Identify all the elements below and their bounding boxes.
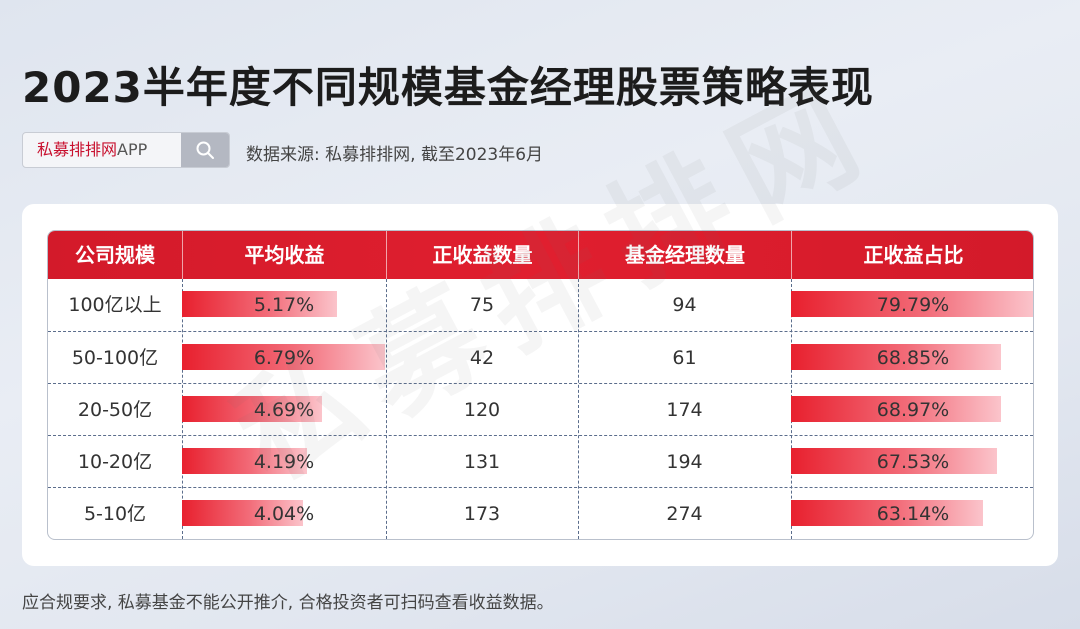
bar-label: 68.85% bbox=[876, 347, 950, 369]
cell-col-positive-ratio: 68.97% bbox=[791, 384, 1033, 436]
bar-col-avg-return bbox=[182, 344, 385, 370]
bar-col-avg-return bbox=[182, 448, 307, 474]
header-col-scale: 公司规模 bbox=[75, 243, 155, 267]
bar-label: 79.79% bbox=[876, 294, 950, 316]
search-brand: 私募排排网 bbox=[37, 140, 118, 159]
cell-col-manager-count: 194 bbox=[666, 451, 703, 473]
cell-col-positive-count: 131 bbox=[463, 451, 501, 473]
table-header: 公司规模 平均收益 正收益数量 基金经理数量 正收益占比 bbox=[48, 231, 1033, 279]
column-divider bbox=[578, 279, 579, 539]
search-input[interactable]: 私募排排网APP bbox=[23, 133, 183, 167]
cell-col-scale: 100亿以上 bbox=[68, 294, 162, 316]
page-title: 2023半年度不同规模基金经理股票策略表现 bbox=[22, 63, 874, 112]
cell-col-manager-count: 174 bbox=[666, 399, 703, 421]
data-table: 公司规模 平均收益 正收益数量 基金经理数量 正收益占比 100亿以上 5.17% 75 94… bbox=[47, 230, 1034, 540]
header-col-avg-return: 平均收益 bbox=[182, 231, 386, 279]
cell-col-positive-count: 42 bbox=[469, 347, 495, 369]
cell-col-avg-return: 4.69% bbox=[182, 384, 386, 436]
cell-col-scale: 50-100亿 bbox=[71, 347, 159, 369]
bar-col-avg-return bbox=[182, 291, 337, 317]
cell-col-positive-count: 120 bbox=[463, 399, 501, 421]
cell-col-manager-count: 274 bbox=[666, 503, 703, 525]
cell-col-positive-ratio: 79.79% bbox=[791, 279, 1033, 331]
cell-col-avg-return: 4.19% bbox=[182, 436, 386, 488]
search-box[interactable]: 私募排排网APP bbox=[22, 132, 230, 168]
cell-col-scale: 20-50亿 bbox=[77, 399, 153, 421]
table-row: 5-10亿 4.04% 173 274 63.14% bbox=[48, 487, 1033, 539]
data-source: 数据来源: 私募排排网, 截至2023年6月 bbox=[246, 145, 544, 165]
bar-col-avg-return bbox=[182, 500, 303, 526]
search-suffix: APP bbox=[117, 140, 148, 159]
bar-label: 67.53% bbox=[876, 451, 950, 473]
bar-col-positive-ratio bbox=[791, 291, 1033, 317]
cell-col-manager-count: 94 bbox=[672, 294, 697, 316]
search-icon bbox=[196, 141, 214, 159]
table-row: 20-50亿 4.69% 120 174 68.97% bbox=[48, 383, 1033, 435]
cell-col-positive-count: 75 bbox=[469, 294, 495, 316]
bar-label: 63.14% bbox=[876, 503, 950, 525]
bar-col-positive-ratio bbox=[791, 500, 983, 526]
cell-col-avg-return: 5.17% bbox=[182, 279, 386, 331]
column-divider bbox=[386, 279, 387, 539]
table-card: 公司规模 平均收益 正收益数量 基金经理数量 正收益占比 100亿以上 5.17% 75 94… bbox=[22, 204, 1058, 566]
bar-col-positive-ratio bbox=[791, 448, 997, 474]
table-row: 10-20亿 4.19% 131 194 67.53% bbox=[48, 435, 1033, 487]
header-col-manager-count: 基金经理数量 bbox=[578, 231, 791, 279]
cell-col-positive-count: 173 bbox=[463, 503, 501, 525]
footer-note: 应合规要求, 私募基金不能公开推介, 合格投资者可扫码查看收益数据。 bbox=[22, 593, 554, 613]
bar-col-avg-return bbox=[182, 396, 322, 422]
header-col-positive-count: 正收益数量 bbox=[386, 231, 578, 279]
bar-col-positive-ratio bbox=[791, 396, 1001, 422]
bar-label: 4.69% bbox=[253, 399, 315, 421]
cell-col-positive-ratio: 63.14% bbox=[791, 488, 1033, 539]
cell-col-positive-ratio: 67.53% bbox=[791, 436, 1033, 488]
header-col-positive-ratio: 正收益占比 bbox=[791, 231, 1033, 279]
bar-label: 6.79% bbox=[253, 347, 315, 369]
bar-label: 5.17% bbox=[253, 294, 315, 316]
bar-label: 4.04% bbox=[253, 503, 315, 525]
cell-col-avg-return: 4.04% bbox=[182, 488, 386, 539]
cell-col-avg-return: 6.79% bbox=[182, 332, 386, 384]
table-row: 100亿以上 5.17% 75 94 79.79% bbox=[48, 279, 1033, 331]
bar-label: 68.97% bbox=[876, 399, 950, 421]
cell-col-manager-count: 61 bbox=[672, 347, 697, 369]
bar-label: 4.19% bbox=[253, 451, 315, 473]
cell-col-positive-ratio: 68.85% bbox=[791, 332, 1033, 384]
table-row: 50-100亿 6.79% 42 61 68.85% bbox=[48, 331, 1033, 383]
bar-col-positive-ratio bbox=[791, 344, 1001, 370]
cell-col-scale: 10-20亿 bbox=[77, 451, 153, 473]
cell-col-scale: 5-10亿 bbox=[83, 503, 147, 525]
search-button[interactable] bbox=[181, 133, 229, 167]
